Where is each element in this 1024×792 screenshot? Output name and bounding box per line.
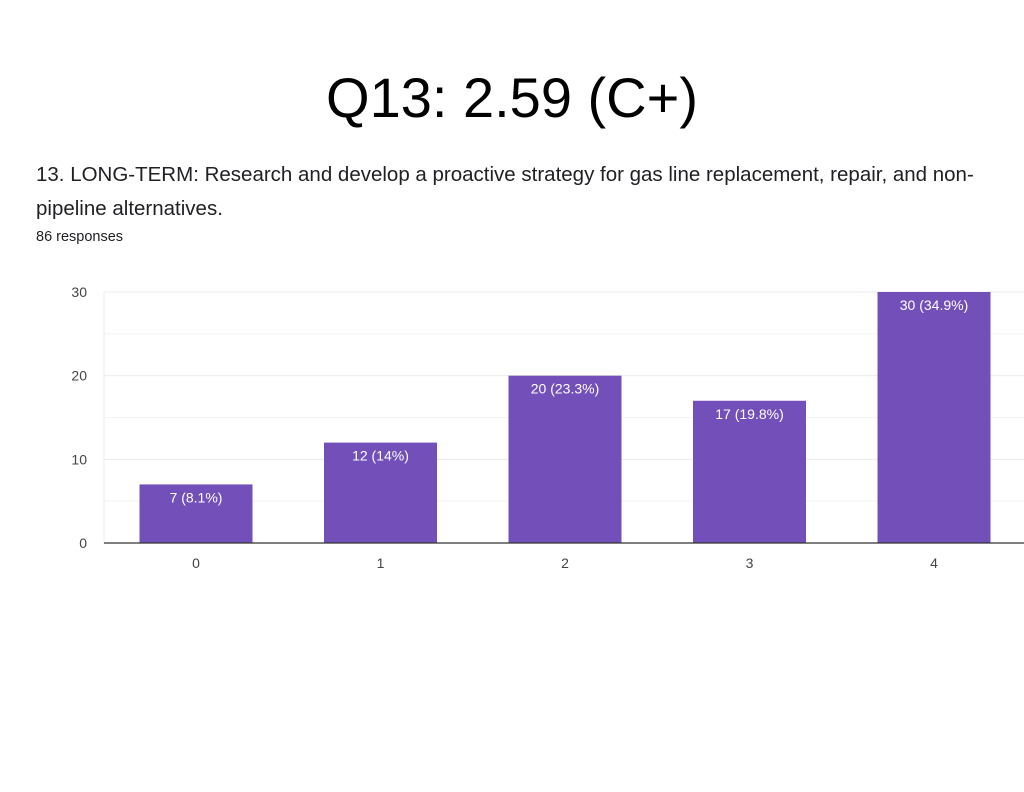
x-tick-label: 4: [930, 555, 938, 571]
bar: [877, 292, 991, 543]
y-tick-label: 0: [79, 535, 87, 551]
response-count: 86 responses: [36, 229, 124, 245]
bar: [139, 484, 253, 543]
y-tick-label: 20: [71, 368, 87, 384]
bar: [508, 375, 622, 543]
x-tick-label: 3: [746, 555, 754, 571]
question-text: 13. LONG-TERM: Research and develop a pr…: [36, 163, 974, 220]
data-label: 20 (23.3%): [531, 381, 599, 397]
y-tick-label: 30: [71, 284, 87, 300]
bar: [693, 400, 806, 543]
x-tick-label: 1: [377, 555, 385, 571]
data-label: 30 (34.9%): [900, 297, 968, 313]
bar: [324, 442, 437, 543]
data-label: 17 (19.8%): [715, 406, 783, 422]
page-title: Q13: 2.59 (C+): [326, 66, 698, 129]
data-label: 12 (14%): [352, 448, 409, 464]
x-tick-label: 0: [192, 555, 200, 571]
y-tick-label: 10: [71, 451, 87, 467]
data-label: 7 (8.1%): [170, 489, 223, 505]
x-tick-label: 2: [561, 555, 569, 571]
